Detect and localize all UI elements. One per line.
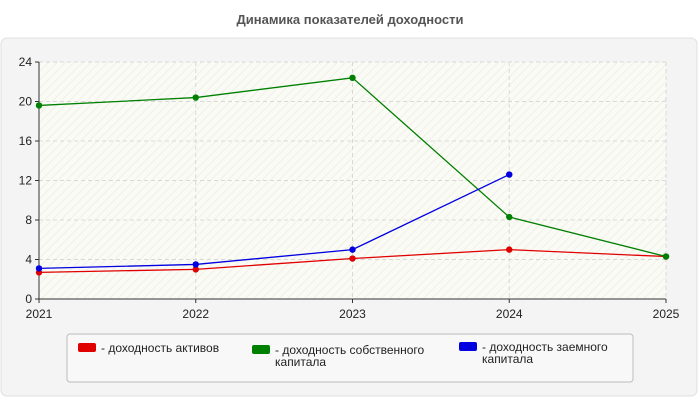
y-tick-label: 8 (25, 213, 32, 227)
legend-label-equity: - доходность собственного капитала (275, 343, 425, 369)
x-tick-label: 2021 (26, 307, 53, 321)
y-tick-label: 16 (19, 134, 33, 148)
x-tick-label: 2024 (496, 307, 523, 321)
data-point-borrowed[interactable] (35, 265, 43, 272)
data-point-equity[interactable] (349, 74, 356, 82)
legend-swatch-equity (252, 345, 270, 354)
legend-item-assets[interactable]: - доходность активов (78, 341, 219, 355)
data-point-assets[interactable] (349, 255, 356, 262)
x-tick-label: 2025 (653, 307, 680, 321)
legend-swatch-assets (78, 343, 96, 352)
y-tick-label: 24 (19, 55, 33, 69)
chart-title: Динамика показателей доходности (236, 12, 463, 27)
x-tick-label: 2023 (339, 307, 366, 321)
y-tick-label: 0 (25, 292, 32, 306)
data-point-assets[interactable] (192, 266, 199, 273)
data-point-assets[interactable] (506, 246, 513, 253)
legend-swatch-borrowed (459, 342, 477, 351)
legend-label-borrowed: - доходность заемного капитала (482, 340, 608, 366)
legend-item-equity[interactable]: - доходность собственного капитала (252, 343, 425, 369)
x-tick-label: 2022 (182, 307, 209, 321)
y-tick-label: 4 (25, 253, 32, 267)
axes (38, 62, 666, 300)
data-point-equity[interactable] (506, 213, 513, 221)
y-tick-label: 20 (19, 95, 33, 109)
legend-item-borrowed[interactable]: - доходность заемного капитала (459, 340, 608, 366)
data-point-equity[interactable] (662, 253, 670, 260)
data-point-borrowed[interactable] (506, 171, 513, 178)
series-line-borrowed (38, 173, 510, 270)
data-point-borrowed[interactable] (192, 261, 199, 268)
legend-label-assets: - доходность активов (101, 341, 219, 355)
data-point-equity[interactable] (35, 102, 43, 109)
data-point-equity[interactable] (192, 94, 199, 101)
series-points (35, 74, 670, 276)
data-point-borrowed[interactable] (349, 246, 356, 253)
y-tick-label: 12 (19, 174, 33, 188)
legend-box (66, 333, 634, 383)
